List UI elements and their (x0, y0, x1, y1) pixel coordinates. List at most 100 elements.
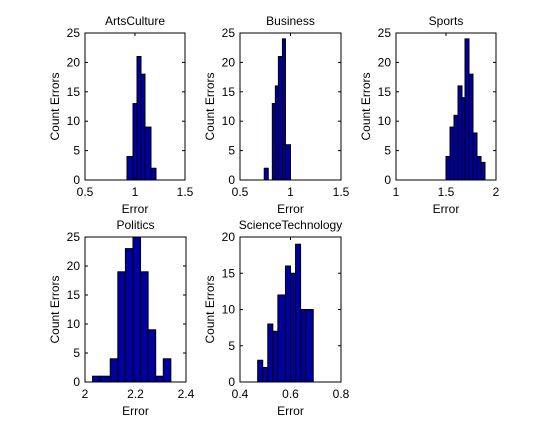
y-tick-label: 25 (67, 26, 81, 40)
x-tick-label: 1 (287, 185, 294, 199)
y-tick-label: 10 (67, 317, 81, 331)
histogram-bar (278, 57, 282, 180)
histogram-bar (110, 359, 118, 382)
histogram-bar (285, 145, 290, 180)
panel-title: Business (266, 14, 315, 28)
y-tick-label: 10 (222, 303, 236, 317)
histogram-bar (469, 74, 473, 180)
x-tick-label: 0.5 (232, 185, 249, 199)
y-tick-label: 0 (228, 173, 235, 187)
y-tick-label: 25 (67, 230, 81, 244)
x-tick-label: 0.6 (282, 387, 299, 401)
histogram-panel: 0.5 1 1.5 0 5 10 15 20 25 ArtsCulture Error Count E… (48, 14, 194, 216)
x-tick-label: 1 (132, 185, 139, 199)
histogram-bar (296, 244, 301, 382)
y-tick-label: 0 (73, 173, 80, 187)
histogram-bar (133, 104, 137, 180)
y-tick-label: 15 (222, 85, 236, 99)
y-axis-label: Count Errors (359, 72, 373, 140)
histogram-bar (291, 273, 296, 382)
histogram-panel: 0.5 1 1.5 0 5 10 15 20 25 Business Error Count Erro… (203, 14, 350, 216)
histogram-bar (268, 324, 273, 382)
y-tick-label: 5 (73, 144, 80, 158)
x-tick-label: 1.5 (333, 185, 350, 199)
x-axis-label: Error (433, 202, 460, 216)
x-tick-label: 2.2 (127, 387, 144, 401)
panel-title: Politics (116, 218, 154, 232)
histogram-bar (481, 162, 485, 180)
histogram-bar (125, 249, 133, 382)
histogram-bar (273, 331, 278, 382)
x-axis-label: Error (277, 202, 304, 216)
x-tick-label: 2 (82, 387, 89, 401)
histogram-bar (450, 127, 454, 180)
y-tick-label: 5 (73, 346, 80, 360)
y-tick-label: 20 (222, 55, 236, 69)
histogram-bar (148, 330, 156, 382)
x-tick-label: 1.5 (438, 185, 455, 199)
y-tick-label: 20 (67, 259, 81, 273)
y-tick-label: 15 (67, 288, 81, 302)
histogram-bar (446, 156, 450, 180)
y-tick-label: 20 (378, 55, 392, 69)
histogram-bar (145, 127, 151, 180)
histogram-panel: 2 2.2 2.4 0 5 10 15 20 25 Politics Error Count Erro… (48, 218, 195, 418)
y-tick-label: 10 (378, 114, 392, 128)
y-axis-label: Count Errors (48, 275, 62, 343)
x-axis-label: Error (277, 404, 304, 418)
histogram-bar (458, 86, 462, 180)
histogram-bar (156, 376, 164, 382)
y-tick-label: 15 (222, 266, 236, 280)
panel-title: ArtsCulture (105, 14, 165, 28)
y-axis-label: Count Errors (203, 72, 217, 140)
x-axis-label: Error (122, 202, 149, 216)
y-tick-label: 10 (222, 114, 236, 128)
y-tick-label: 0 (228, 375, 235, 389)
histogram-bar (118, 272, 126, 382)
y-tick-label: 0 (73, 375, 80, 389)
y-tick-label: 5 (228, 339, 235, 353)
histogram-bar (465, 39, 469, 180)
histogram-bar (477, 156, 481, 180)
histogram-bar (163, 359, 171, 382)
panel-title: ScienceTechnology (239, 218, 342, 232)
panel-title: Sports (429, 14, 464, 28)
x-tick-label: 0.4 (232, 387, 249, 401)
histogram-bar (127, 156, 133, 180)
x-tick-label: 1 (393, 185, 400, 199)
histogram-bar (285, 266, 290, 382)
y-tick-label: 10 (67, 114, 81, 128)
y-tick-label: 25 (378, 26, 392, 40)
histogram-bar (93, 376, 101, 382)
x-axis-label: Error (122, 404, 149, 418)
x-tick-label: 0.5 (77, 185, 94, 199)
y-tick-label: 0 (384, 173, 391, 187)
x-tick-label: 2.4 (178, 387, 195, 401)
histogram-bar (301, 310, 306, 383)
histogram-bar (151, 168, 156, 180)
histogram-bar (258, 360, 263, 382)
histogram-bar (141, 272, 149, 382)
y-tick-label: 25 (222, 26, 236, 40)
x-tick-label: 0.8 (333, 387, 350, 401)
y-tick-label: 20 (67, 55, 81, 69)
y-tick-label: 5 (228, 144, 235, 158)
histogram-bar (306, 310, 314, 383)
histogram-bar (141, 74, 145, 180)
y-tick-label: 20 (222, 230, 236, 244)
histogram-bar (100, 376, 110, 382)
histogram-bar (137, 57, 141, 180)
histogram-bar (278, 295, 286, 382)
x-tick-label: 1.5 (177, 185, 194, 199)
y-tick-label: 15 (67, 85, 81, 99)
histogram-bar (454, 115, 458, 180)
histogram-bar (473, 133, 477, 180)
y-tick-label: 5 (384, 144, 391, 158)
y-tick-label: 15 (378, 85, 392, 99)
histogram-bar (263, 368, 268, 383)
y-axis-label: Count Errors (48, 72, 62, 140)
x-tick-label: 2 (493, 185, 500, 199)
